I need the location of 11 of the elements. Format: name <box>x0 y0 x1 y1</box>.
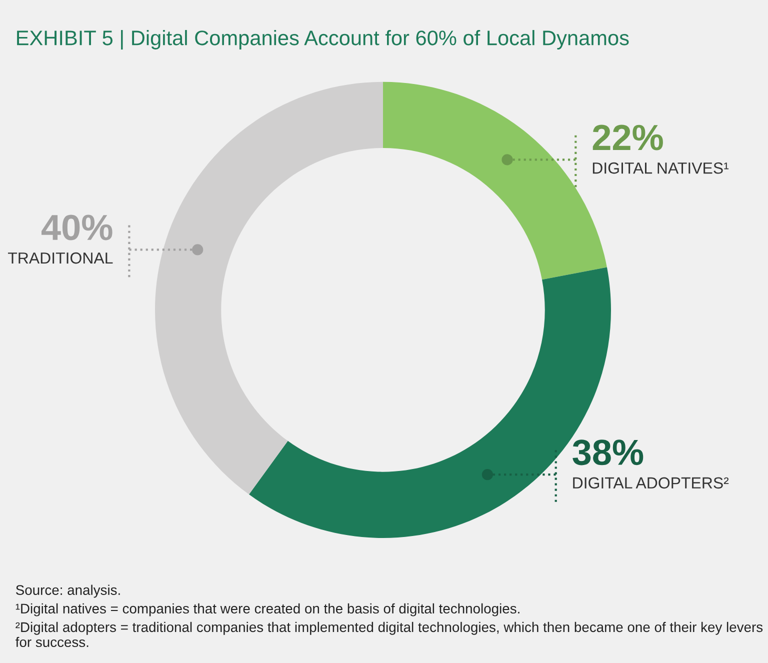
slice-label: DIGITAL NATIVES¹ <box>592 162 729 174</box>
slice-label: DIGITAL ADOPTERS² <box>573 477 729 489</box>
chart-title: EXHIBIT 5 | Digital Companies Account for 60% of Local Dynamos <box>17 30 629 50</box>
donut-slice <box>155 82 383 494</box>
slice-label: TRADITIONAL <box>8 252 113 264</box>
data-label: 22% <box>592 124 663 150</box>
text: ²Digital adopters = traditional companies that implemented digital technologies, which then became one of their key levers for success. <box>16 622 763 648</box>
text: ¹Digital natives = companies that were created on the basis of digital technologies. <box>16 603 520 616</box>
data-label: 40% <box>42 214 112 240</box>
source-note: Source: analysis. <box>16 584 120 598</box>
data-label: 38% <box>572 440 644 466</box>
